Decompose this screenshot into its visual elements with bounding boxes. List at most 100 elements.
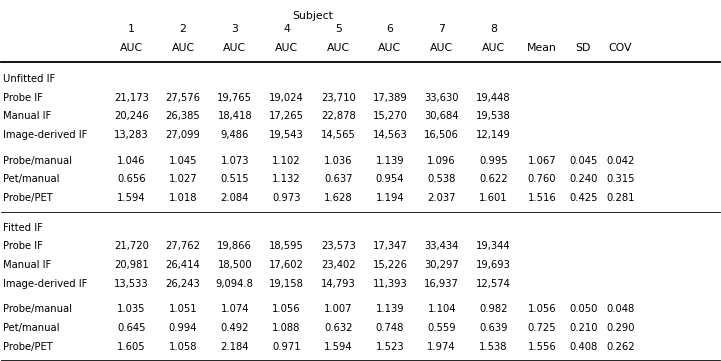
Text: 17,347: 17,347	[373, 242, 407, 251]
Text: 30,297: 30,297	[424, 260, 459, 270]
Text: 18,595: 18,595	[269, 242, 304, 251]
Text: 1.594: 1.594	[117, 193, 146, 203]
Text: Probe IF: Probe IF	[3, 93, 43, 103]
Text: 5: 5	[335, 24, 342, 34]
Text: 0.290: 0.290	[606, 323, 634, 333]
Text: 0.559: 0.559	[428, 323, 456, 333]
Text: 17,389: 17,389	[373, 93, 407, 103]
Text: 21,173: 21,173	[114, 93, 149, 103]
Text: 3: 3	[231, 24, 238, 34]
Text: 1.139: 1.139	[376, 156, 404, 166]
Text: 1.605: 1.605	[117, 342, 146, 352]
Text: AUC: AUC	[275, 43, 298, 53]
Text: 0.994: 0.994	[169, 323, 198, 333]
Text: 1.974: 1.974	[428, 342, 456, 352]
Text: Subject: Subject	[292, 11, 333, 21]
Text: Pet/manual: Pet/manual	[3, 323, 59, 333]
Text: 18,500: 18,500	[218, 260, 252, 270]
Text: 1.088: 1.088	[273, 323, 301, 333]
Text: 1.067: 1.067	[528, 156, 556, 166]
Text: 1.132: 1.132	[273, 174, 301, 184]
Text: 20,981: 20,981	[114, 260, 149, 270]
Text: 2.184: 2.184	[221, 342, 249, 352]
Text: 33,630: 33,630	[425, 93, 459, 103]
Text: Image-derived IF: Image-derived IF	[3, 130, 87, 140]
Text: 12,149: 12,149	[476, 130, 510, 140]
Text: 26,243: 26,243	[166, 279, 200, 289]
Text: 1.628: 1.628	[324, 193, 353, 203]
Text: 2.037: 2.037	[428, 193, 456, 203]
Text: 19,344: 19,344	[476, 242, 510, 251]
Text: Probe/manual: Probe/manual	[3, 156, 72, 166]
Text: 0.262: 0.262	[606, 342, 634, 352]
Text: 0.725: 0.725	[528, 323, 556, 333]
Text: 1: 1	[128, 24, 135, 34]
Text: 19,693: 19,693	[476, 260, 510, 270]
Text: Manual IF: Manual IF	[3, 112, 51, 121]
Text: 1.036: 1.036	[324, 156, 353, 166]
Text: 0.240: 0.240	[569, 174, 597, 184]
Text: 1.045: 1.045	[169, 156, 198, 166]
Text: 1.594: 1.594	[324, 342, 353, 352]
Text: AUC: AUC	[379, 43, 402, 53]
Text: 0.656: 0.656	[117, 174, 146, 184]
Text: 1.102: 1.102	[273, 156, 301, 166]
Text: AUC: AUC	[482, 43, 505, 53]
Text: 13,533: 13,533	[114, 279, 149, 289]
Text: 0.645: 0.645	[117, 323, 146, 333]
Text: 23,402: 23,402	[321, 260, 355, 270]
Text: 1.601: 1.601	[479, 193, 508, 203]
Text: 0.954: 0.954	[376, 174, 404, 184]
Text: 1.046: 1.046	[117, 156, 146, 166]
Text: 0.760: 0.760	[528, 174, 556, 184]
Text: 1.027: 1.027	[169, 174, 198, 184]
Text: 27,576: 27,576	[166, 93, 200, 103]
Text: 0.042: 0.042	[606, 156, 634, 166]
Text: 0.210: 0.210	[569, 323, 598, 333]
Text: 26,385: 26,385	[166, 112, 200, 121]
Text: 30,684: 30,684	[425, 112, 459, 121]
Text: 1.556: 1.556	[528, 342, 556, 352]
Text: SD: SD	[575, 43, 590, 53]
Text: 1.056: 1.056	[528, 304, 556, 314]
Text: Pet/manual: Pet/manual	[3, 174, 59, 184]
Text: Probe/PET: Probe/PET	[3, 342, 53, 352]
Text: 20,246: 20,246	[114, 112, 149, 121]
Text: 21,720: 21,720	[114, 242, 149, 251]
Text: 1.104: 1.104	[428, 304, 456, 314]
Text: 27,099: 27,099	[166, 130, 200, 140]
Text: 0.639: 0.639	[479, 323, 508, 333]
Text: 0.492: 0.492	[221, 323, 249, 333]
Text: 1.074: 1.074	[221, 304, 249, 314]
Text: 17,265: 17,265	[269, 112, 304, 121]
Text: AUC: AUC	[430, 43, 454, 53]
Text: 1.073: 1.073	[221, 156, 249, 166]
Text: 0.408: 0.408	[569, 342, 597, 352]
Text: 0.315: 0.315	[606, 174, 634, 184]
Text: 2: 2	[180, 24, 187, 34]
Text: 8: 8	[490, 24, 497, 34]
Text: 0.971: 0.971	[273, 342, 301, 352]
Text: 17,602: 17,602	[269, 260, 304, 270]
Text: 0.622: 0.622	[479, 174, 508, 184]
Text: 1.516: 1.516	[528, 193, 556, 203]
Text: 0.973: 0.973	[273, 193, 301, 203]
Text: 22,878: 22,878	[321, 112, 355, 121]
Text: Manual IF: Manual IF	[3, 260, 51, 270]
Text: 14,563: 14,563	[373, 130, 407, 140]
Text: Mean: Mean	[527, 43, 557, 53]
Text: COV: COV	[609, 43, 632, 53]
Text: 1.523: 1.523	[376, 342, 404, 352]
Text: 15,270: 15,270	[373, 112, 407, 121]
Text: 0.045: 0.045	[569, 156, 597, 166]
Text: 1.538: 1.538	[479, 342, 508, 352]
Text: 0.515: 0.515	[221, 174, 249, 184]
Text: 19,448: 19,448	[476, 93, 510, 103]
Text: 23,710: 23,710	[321, 93, 355, 103]
Text: 19,866: 19,866	[217, 242, 252, 251]
Text: 13,283: 13,283	[114, 130, 149, 140]
Text: 1.194: 1.194	[376, 193, 404, 203]
Text: 23,573: 23,573	[321, 242, 355, 251]
Text: 33,434: 33,434	[425, 242, 459, 251]
Text: 4: 4	[283, 24, 290, 34]
